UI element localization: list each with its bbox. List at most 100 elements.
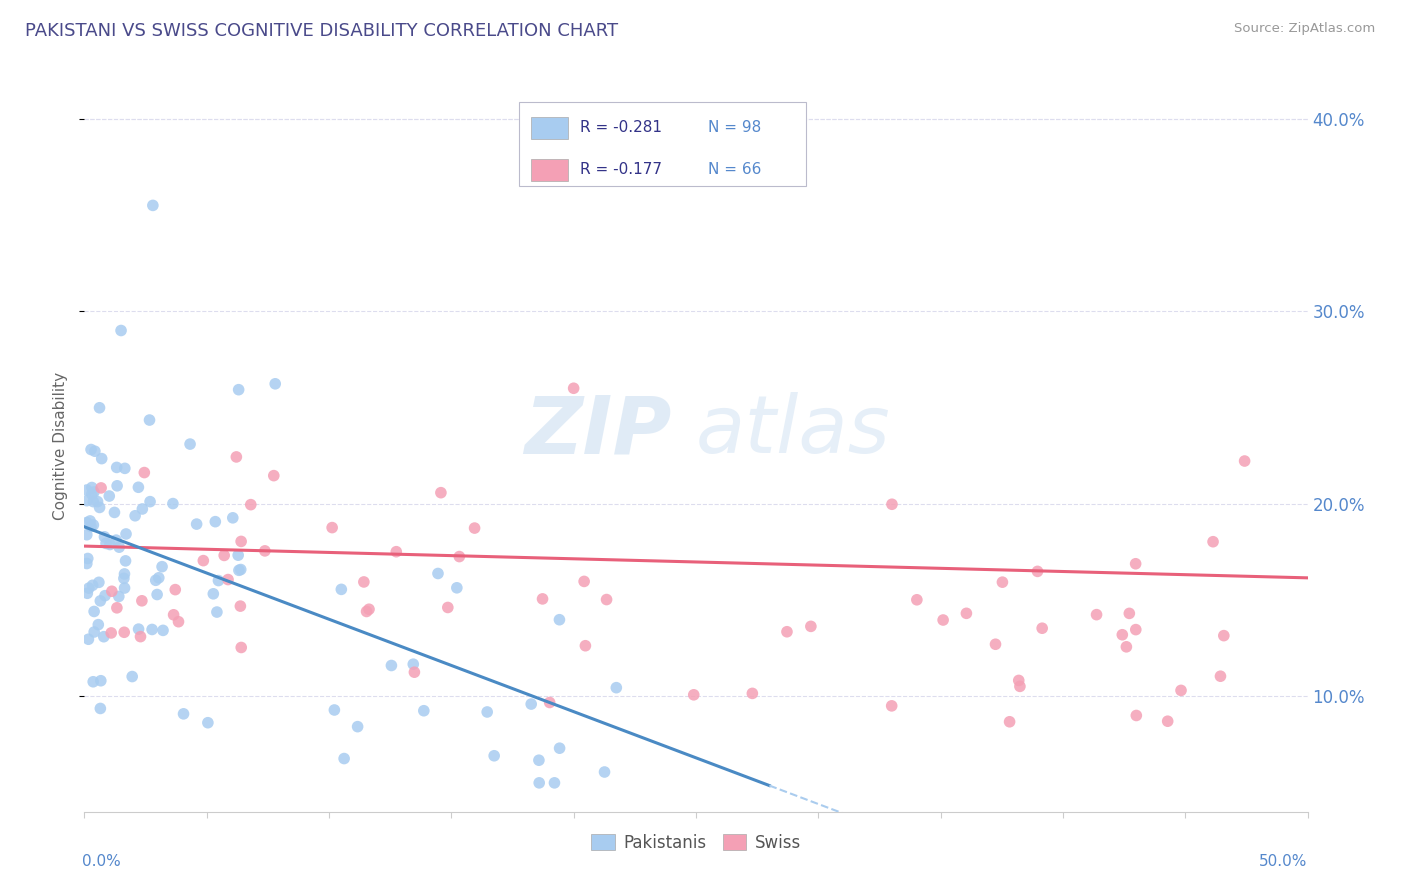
Point (83, 604, 105, 618)
Point (105, 533, 128, 548)
Point (76, 551, 98, 566)
Point (101, 584, 124, 599)
Point (150, 559, 173, 574)
Point (139, 494, 162, 508)
Point (142, 198, 165, 212)
Point (231, 534, 253, 549)
Point (1212, 629, 1234, 643)
Point (162, 497, 184, 511)
Point (446, 581, 468, 595)
Text: Source: ZipAtlas.com: Source: ZipAtlas.com (1234, 22, 1375, 36)
Point (562, 381, 585, 395)
Point (572, 574, 595, 589)
Point (239, 498, 262, 512)
Point (110, 324, 132, 338)
Point (353, 574, 375, 589)
Point (593, 764, 616, 779)
Text: ZIP: ZIP (524, 392, 672, 470)
Point (94, 536, 117, 550)
Point (548, 741, 571, 756)
Text: 0.0%: 0.0% (82, 854, 121, 869)
Point (141, 623, 163, 637)
Point (80, 481, 103, 495)
Point (228, 563, 250, 577)
Point (1008, 679, 1031, 693)
Point (520, 697, 543, 711)
Point (404, 665, 426, 680)
Point (82, 578, 104, 592)
Point (321, 520, 343, 534)
Point (90, 451, 112, 466)
Point (1118, 607, 1140, 621)
Point (179, 437, 201, 451)
Point (87, 575, 110, 590)
Point (83, 444, 105, 458)
Point (605, 681, 627, 695)
Point (527, 753, 550, 767)
Point (121, 669, 143, 683)
Point (430, 485, 453, 500)
Point (127, 480, 149, 494)
Point (89, 500, 111, 515)
Point (173, 706, 195, 721)
Point (152, 624, 174, 638)
Point (991, 575, 1014, 590)
Point (984, 637, 1007, 651)
Point (776, 624, 799, 639)
FancyBboxPatch shape (519, 103, 806, 186)
Point (138, 413, 160, 427)
Point (98, 537, 121, 551)
Point (229, 562, 252, 576)
Point (741, 686, 763, 700)
Point (114, 461, 136, 475)
Point (437, 600, 460, 615)
Point (89, 701, 111, 715)
Point (82, 518, 104, 533)
Point (80, 519, 103, 533)
Point (76, 557, 98, 571)
Point (217, 573, 239, 587)
Point (186, 517, 208, 532)
Point (880, 698, 903, 713)
Point (83, 624, 105, 639)
Point (82, 494, 104, 508)
Point (114, 566, 136, 581)
Point (115, 527, 138, 541)
Point (94, 589, 117, 603)
Text: PAKISTANI VS SWISS COGNITIVE DISABILITY CORRELATION CHART: PAKISTANI VS SWISS COGNITIVE DISABILITY … (25, 22, 619, 40)
Point (114, 554, 136, 568)
Point (80, 487, 103, 501)
Point (538, 696, 561, 710)
Point (264, 376, 287, 391)
Point (333, 751, 356, 765)
Point (204, 515, 226, 529)
Point (323, 703, 346, 717)
Point (76, 493, 98, 508)
Point (105, 460, 128, 475)
Point (76, 527, 98, 541)
Point (128, 622, 150, 636)
Point (449, 549, 471, 564)
FancyBboxPatch shape (531, 159, 568, 181)
Point (1125, 708, 1147, 723)
Point (380, 658, 402, 673)
Point (222, 511, 245, 525)
Point (197, 715, 219, 730)
Point (1008, 673, 1031, 688)
Y-axis label: Cognitive Disability: Cognitive Disability (53, 372, 69, 520)
Point (229, 599, 252, 613)
Point (477, 705, 499, 719)
Point (165, 582, 187, 597)
Point (167, 615, 190, 629)
Point (129, 630, 152, 644)
Point (124, 508, 146, 523)
Point (228, 383, 250, 397)
Point (77, 632, 100, 647)
Point (205, 605, 228, 619)
Point (90, 673, 112, 688)
Point (93, 630, 115, 644)
Point (543, 776, 565, 790)
Legend: Pakistanis, Swiss: Pakistanis, Swiss (585, 827, 807, 858)
Text: N = 66: N = 66 (709, 161, 762, 177)
Text: R = -0.281: R = -0.281 (579, 120, 662, 135)
